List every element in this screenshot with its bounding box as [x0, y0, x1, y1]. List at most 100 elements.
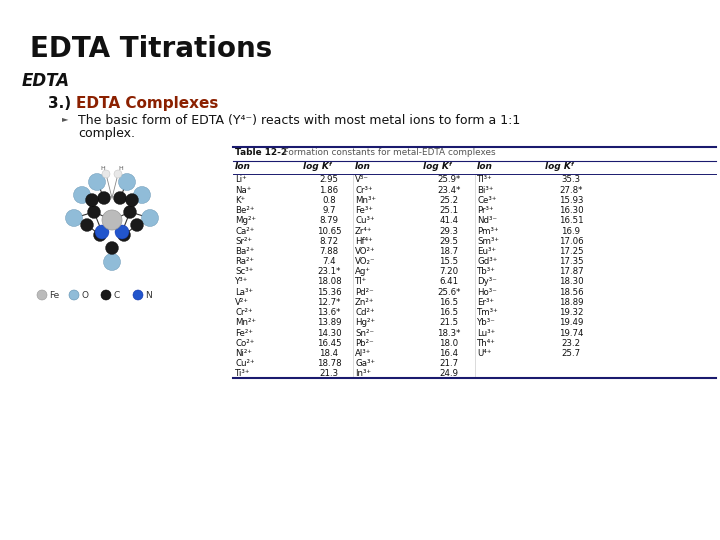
Text: Sr²⁺: Sr²⁺	[235, 237, 252, 246]
Text: Sn²⁻: Sn²⁻	[355, 328, 374, 338]
Text: 7.4: 7.4	[322, 257, 336, 266]
Text: log Kᶠ: log Kᶠ	[423, 162, 452, 171]
Text: 15.36: 15.36	[317, 288, 341, 296]
Text: 18.0: 18.0	[439, 339, 459, 348]
Text: 21.5: 21.5	[439, 318, 459, 327]
Text: 25.7: 25.7	[562, 349, 580, 358]
Text: V²⁺: V²⁺	[235, 298, 249, 307]
Text: 25.1: 25.1	[439, 206, 459, 215]
Text: 1.86: 1.86	[320, 186, 338, 195]
Text: Ag⁺: Ag⁺	[355, 267, 371, 276]
Text: 16.51: 16.51	[559, 217, 583, 225]
Text: 21.3: 21.3	[320, 369, 338, 379]
Text: Tl⁺: Tl⁺	[355, 278, 367, 287]
Text: 2.95: 2.95	[320, 176, 338, 185]
Text: H: H	[101, 166, 105, 171]
Text: Al³⁺: Al³⁺	[355, 349, 372, 358]
Circle shape	[106, 213, 119, 226]
Text: 18.08: 18.08	[317, 278, 341, 287]
Text: 16.45: 16.45	[317, 339, 341, 348]
Text: 23.1*: 23.1*	[318, 267, 341, 276]
Text: 8.79: 8.79	[320, 217, 338, 225]
Text: Ion: Ion	[235, 162, 251, 171]
Circle shape	[102, 170, 110, 178]
Text: 14.30: 14.30	[317, 328, 341, 338]
Text: Zr⁴⁺: Zr⁴⁺	[355, 226, 372, 235]
Circle shape	[114, 192, 127, 205]
Text: 17.06: 17.06	[559, 237, 583, 246]
Text: C: C	[113, 291, 120, 300]
Text: VO²⁺: VO²⁺	[355, 247, 376, 256]
Text: La³⁺: La³⁺	[235, 288, 253, 296]
Text: H: H	[119, 166, 123, 171]
Text: 27.8*: 27.8*	[559, 186, 582, 195]
Text: The basic form of EDTA (Y⁴⁻) reacts with most metal ions to form a 1:1: The basic form of EDTA (Y⁴⁻) reacts with…	[78, 114, 521, 127]
Text: Tl³⁺: Tl³⁺	[477, 176, 492, 185]
Circle shape	[73, 186, 91, 204]
Text: EDTA: EDTA	[22, 72, 70, 90]
Text: 23.4*: 23.4*	[437, 186, 461, 195]
Text: 9.7: 9.7	[323, 206, 336, 215]
Text: Fe²⁺: Fe²⁺	[235, 328, 253, 338]
Text: 17.35: 17.35	[559, 257, 583, 266]
Circle shape	[104, 253, 120, 271]
Text: Ni²⁺: Ni²⁺	[235, 349, 252, 358]
Text: Na⁺: Na⁺	[235, 186, 251, 195]
Text: log Kᶠ: log Kᶠ	[545, 162, 575, 171]
Text: Sm³⁺: Sm³⁺	[477, 237, 499, 246]
Circle shape	[142, 210, 158, 226]
Text: Cr³⁺: Cr³⁺	[355, 186, 373, 195]
Text: EDTA Titrations: EDTA Titrations	[30, 35, 272, 63]
Text: In³⁺: In³⁺	[355, 369, 371, 379]
Text: 19.74: 19.74	[559, 328, 583, 338]
Text: Eu³⁺: Eu³⁺	[477, 247, 496, 256]
Text: Ce³⁺: Ce³⁺	[477, 196, 497, 205]
Circle shape	[106, 241, 119, 254]
Text: 21.7: 21.7	[439, 359, 459, 368]
Text: Ion: Ion	[355, 162, 371, 171]
Text: 16.30: 16.30	[559, 206, 583, 215]
Circle shape	[114, 170, 122, 178]
Circle shape	[101, 290, 111, 300]
Text: 18.89: 18.89	[559, 298, 583, 307]
Text: O: O	[81, 291, 88, 300]
Text: V³⁻: V³⁻	[355, 176, 369, 185]
Text: Pb²⁻: Pb²⁻	[355, 339, 374, 348]
Text: EDTA Complexes: EDTA Complexes	[76, 96, 218, 111]
Text: Ti³⁺: Ti³⁺	[235, 369, 251, 379]
Text: log Kᶠ: log Kᶠ	[303, 162, 332, 171]
Text: Li⁺: Li⁺	[235, 176, 247, 185]
Text: Th⁴⁺: Th⁴⁺	[477, 339, 496, 348]
Text: Ba²⁺: Ba²⁺	[235, 247, 254, 256]
Text: 6.41: 6.41	[439, 278, 459, 287]
Text: complex.: complex.	[78, 127, 135, 140]
Text: 41.4: 41.4	[439, 217, 459, 225]
Circle shape	[37, 290, 47, 300]
Text: Formation constants for metal-EDTA complexes: Formation constants for metal-EDTA compl…	[275, 148, 495, 157]
Text: 25.2: 25.2	[439, 196, 459, 205]
Text: VO₂⁻: VO₂⁻	[355, 257, 376, 266]
Circle shape	[124, 206, 137, 219]
Text: Mn³⁺: Mn³⁺	[355, 196, 376, 205]
Text: 10.65: 10.65	[317, 226, 341, 235]
Text: Sc³⁺: Sc³⁺	[235, 267, 253, 276]
Text: 16.5: 16.5	[439, 308, 459, 317]
Text: Co²⁺: Co²⁺	[235, 339, 254, 348]
Text: 25.9*: 25.9*	[437, 176, 461, 185]
Text: Cr²⁺: Cr²⁺	[235, 308, 253, 317]
Text: 19.32: 19.32	[559, 308, 583, 317]
Text: 16.5: 16.5	[439, 298, 459, 307]
Circle shape	[130, 219, 143, 232]
Text: 15.5: 15.5	[439, 257, 459, 266]
Text: Cu²⁺: Cu²⁺	[235, 359, 255, 368]
Text: Be²⁺: Be²⁺	[235, 206, 254, 215]
Text: Ho³⁻: Ho³⁻	[477, 288, 497, 296]
Text: N: N	[145, 291, 152, 300]
Text: Er³⁺: Er³⁺	[477, 298, 494, 307]
Text: 17.25: 17.25	[559, 247, 583, 256]
Text: ►: ►	[62, 114, 68, 123]
Text: Mg²⁺: Mg²⁺	[235, 217, 256, 225]
Text: Nd³⁻: Nd³⁻	[477, 217, 497, 225]
Text: Fe³⁺: Fe³⁺	[355, 206, 373, 215]
Text: 18.4: 18.4	[320, 349, 338, 358]
